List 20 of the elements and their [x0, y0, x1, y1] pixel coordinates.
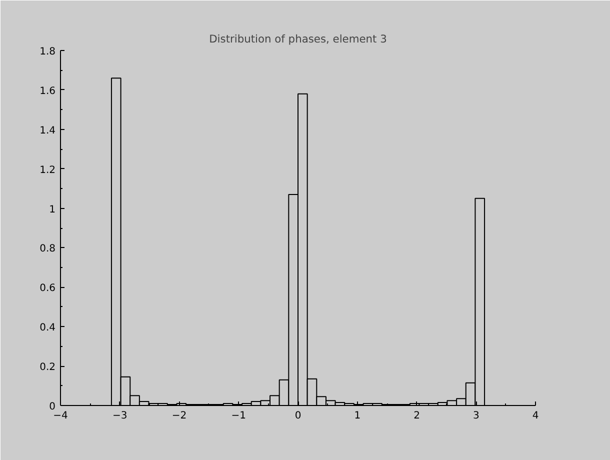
y-tick-label: 0.8: [40, 244, 56, 255]
x-tick-label: −4: [53, 410, 68, 422]
y-tick-label: 1.8: [40, 46, 56, 58]
x-tick-label: 3: [472, 410, 480, 422]
x-tick-label: 4: [532, 410, 539, 422]
chart-title: Distribution of phases, element 3: [209, 32, 387, 46]
y-tick-label: 1.6: [40, 86, 56, 97]
x-tick-label: 1: [354, 410, 361, 422]
x-tick-label: 2: [414, 410, 420, 422]
y-tick-label: 0.2: [40, 362, 56, 374]
y-tick-label: 1.4: [40, 125, 56, 136]
x-tick-label: −2: [172, 410, 187, 422]
y-tick-label: 0.6: [40, 283, 56, 294]
y-tick-label: 0: [49, 402, 56, 412]
x-tick-label: −3: [112, 410, 128, 422]
x-tick-label: −1: [231, 410, 246, 422]
y-tick-label: 1.2: [40, 164, 56, 176]
y-tick-label: 0.4: [40, 322, 56, 334]
y-tick-label: 1: [49, 204, 56, 216]
x-tick-label: 0: [294, 410, 302, 422]
